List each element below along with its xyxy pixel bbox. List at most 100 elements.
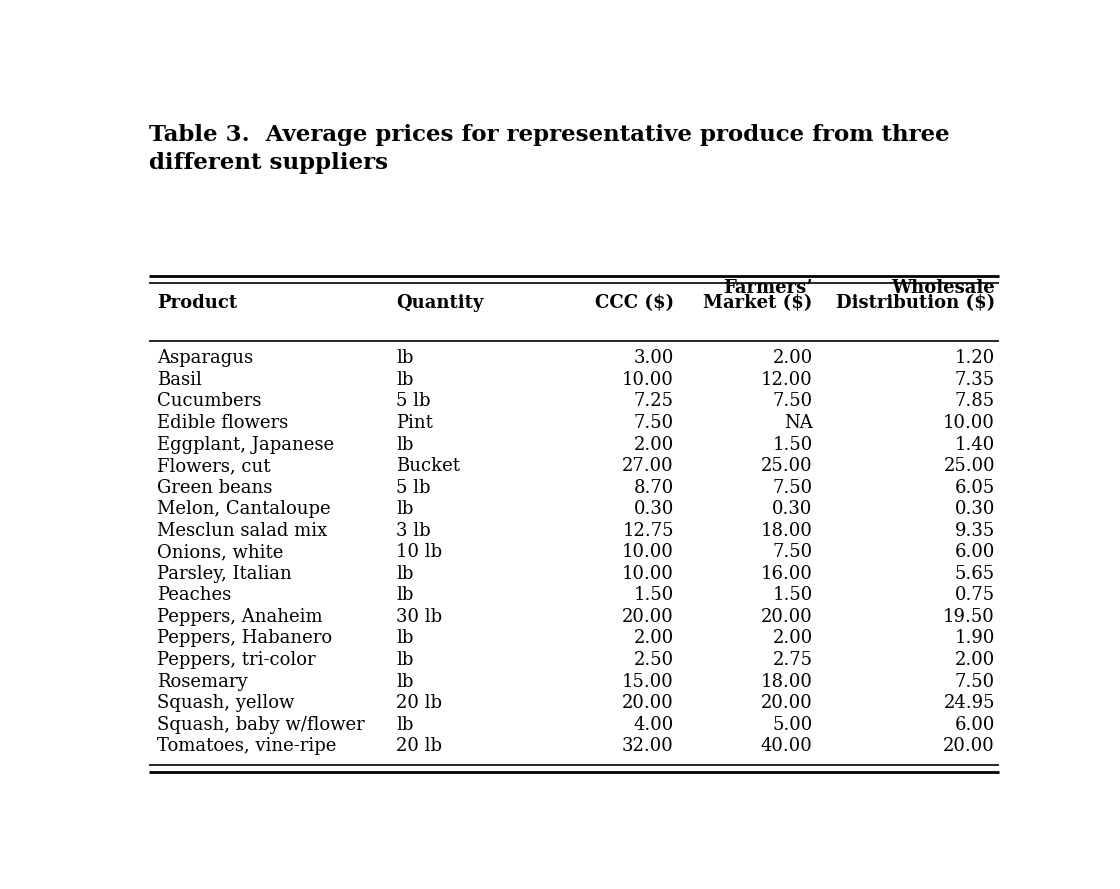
Text: Farmers’: Farmers’ <box>724 279 813 297</box>
Text: 1.50: 1.50 <box>773 436 813 453</box>
Text: 16.00: 16.00 <box>760 565 813 583</box>
Text: Market ($): Market ($) <box>703 294 813 312</box>
Text: NA: NA <box>784 414 813 432</box>
Text: 4.00: 4.00 <box>634 716 674 733</box>
Text: lb: lb <box>396 349 413 367</box>
Text: lb: lb <box>396 436 413 453</box>
Text: 12.00: 12.00 <box>760 371 813 389</box>
Text: 20 lb: 20 lb <box>396 737 442 756</box>
Text: 15.00: 15.00 <box>622 673 674 691</box>
Text: 6.05: 6.05 <box>954 478 995 497</box>
Text: 7.50: 7.50 <box>773 543 813 561</box>
Text: 2.50: 2.50 <box>634 651 674 669</box>
Text: 0.30: 0.30 <box>954 501 995 518</box>
Text: 3 lb: 3 lb <box>396 522 431 540</box>
Text: 12.75: 12.75 <box>623 522 674 540</box>
Text: 2.75: 2.75 <box>773 651 813 669</box>
Text: Edible flowers: Edible flowers <box>157 414 289 432</box>
Text: 24.95: 24.95 <box>943 694 995 712</box>
Text: Rosemary: Rosemary <box>157 673 248 691</box>
Text: 18.00: 18.00 <box>760 522 813 540</box>
Text: Peppers, tri-color: Peppers, tri-color <box>157 651 316 669</box>
Text: 2.00: 2.00 <box>954 651 995 669</box>
Text: Peppers, Habanero: Peppers, Habanero <box>157 629 333 647</box>
Text: 7.85: 7.85 <box>955 393 995 411</box>
Text: 3.00: 3.00 <box>634 349 674 367</box>
Text: Flowers, cut: Flowers, cut <box>157 457 271 475</box>
Text: Bucket: Bucket <box>396 457 460 475</box>
Text: 0.75: 0.75 <box>955 587 995 605</box>
Text: 5 lb: 5 lb <box>396 393 430 411</box>
Text: 0.30: 0.30 <box>773 501 813 518</box>
Text: lb: lb <box>396 587 413 605</box>
Text: Eggplant, Japanese: Eggplant, Japanese <box>157 436 335 453</box>
Text: Green beans: Green beans <box>157 478 273 497</box>
Text: Melon, Cantaloupe: Melon, Cantaloupe <box>157 501 332 518</box>
Text: 7.50: 7.50 <box>773 478 813 497</box>
Text: 2.00: 2.00 <box>634 436 674 453</box>
Text: 5 lb: 5 lb <box>396 478 430 497</box>
Text: lb: lb <box>396 371 413 389</box>
Text: Tomatoes, vine-ripe: Tomatoes, vine-ripe <box>157 737 337 756</box>
Text: 10.00: 10.00 <box>622 371 674 389</box>
Text: Basil: Basil <box>157 371 203 389</box>
Text: lb: lb <box>396 501 413 518</box>
Text: 30 lb: 30 lb <box>396 608 442 626</box>
Text: Squash, yellow: Squash, yellow <box>157 694 295 712</box>
Text: Distribution ($): Distribution ($) <box>836 294 995 312</box>
Text: 6.00: 6.00 <box>954 716 995 733</box>
Text: 40.00: 40.00 <box>760 737 813 756</box>
Text: 2.00: 2.00 <box>773 349 813 367</box>
Text: 20.00: 20.00 <box>622 694 674 712</box>
Text: Onions, white: Onions, white <box>157 543 283 561</box>
Text: 10 lb: 10 lb <box>396 543 442 561</box>
Text: Pint: Pint <box>396 414 433 432</box>
Text: 20.00: 20.00 <box>760 608 813 626</box>
Text: 1.90: 1.90 <box>954 629 995 647</box>
Text: 1.20: 1.20 <box>954 349 995 367</box>
Text: 7.25: 7.25 <box>634 393 674 411</box>
Text: 32.00: 32.00 <box>622 737 674 756</box>
Text: CCC ($): CCC ($) <box>595 294 674 312</box>
Text: 10.00: 10.00 <box>943 414 995 432</box>
Text: 7.50: 7.50 <box>634 414 674 432</box>
Text: 25.00: 25.00 <box>943 457 995 475</box>
Text: 20.00: 20.00 <box>943 737 995 756</box>
Text: 19.50: 19.50 <box>943 608 995 626</box>
Text: 10.00: 10.00 <box>622 565 674 583</box>
Text: 25.00: 25.00 <box>762 457 813 475</box>
Text: 2.00: 2.00 <box>634 629 674 647</box>
Text: Peppers, Anaheim: Peppers, Anaheim <box>157 608 323 626</box>
Text: Mesclun salad mix: Mesclun salad mix <box>157 522 328 540</box>
Text: 20.00: 20.00 <box>760 694 813 712</box>
Text: lb: lb <box>396 565 413 583</box>
Text: 20 lb: 20 lb <box>396 694 442 712</box>
Text: 7.50: 7.50 <box>773 393 813 411</box>
Text: 7.50: 7.50 <box>955 673 995 691</box>
Text: Wholesale: Wholesale <box>892 279 995 297</box>
Text: 9.35: 9.35 <box>954 522 995 540</box>
Text: 20.00: 20.00 <box>622 608 674 626</box>
Text: Peaches: Peaches <box>157 587 232 605</box>
Text: Table 3.  Average prices for representative produce from three
different supplie: Table 3. Average prices for representati… <box>149 124 950 173</box>
Text: lb: lb <box>396 716 413 733</box>
Text: lb: lb <box>396 673 413 691</box>
Text: 6.00: 6.00 <box>954 543 995 561</box>
Text: Quantity: Quantity <box>396 294 484 312</box>
Text: 8.70: 8.70 <box>634 478 674 497</box>
Text: Asparagus: Asparagus <box>157 349 253 367</box>
Text: 2.00: 2.00 <box>773 629 813 647</box>
Text: 18.00: 18.00 <box>760 673 813 691</box>
Text: 27.00: 27.00 <box>623 457 674 475</box>
Text: Cucumbers: Cucumbers <box>157 393 262 411</box>
Text: 7.35: 7.35 <box>955 371 995 389</box>
Text: 5.65: 5.65 <box>955 565 995 583</box>
Text: 1.50: 1.50 <box>773 587 813 605</box>
Text: 10.00: 10.00 <box>622 543 674 561</box>
Text: 0.30: 0.30 <box>634 501 674 518</box>
Text: lb: lb <box>396 651 413 669</box>
Text: 1.40: 1.40 <box>954 436 995 453</box>
Text: lb: lb <box>396 629 413 647</box>
Text: 5.00: 5.00 <box>773 716 813 733</box>
Text: Parsley, Italian: Parsley, Italian <box>157 565 292 583</box>
